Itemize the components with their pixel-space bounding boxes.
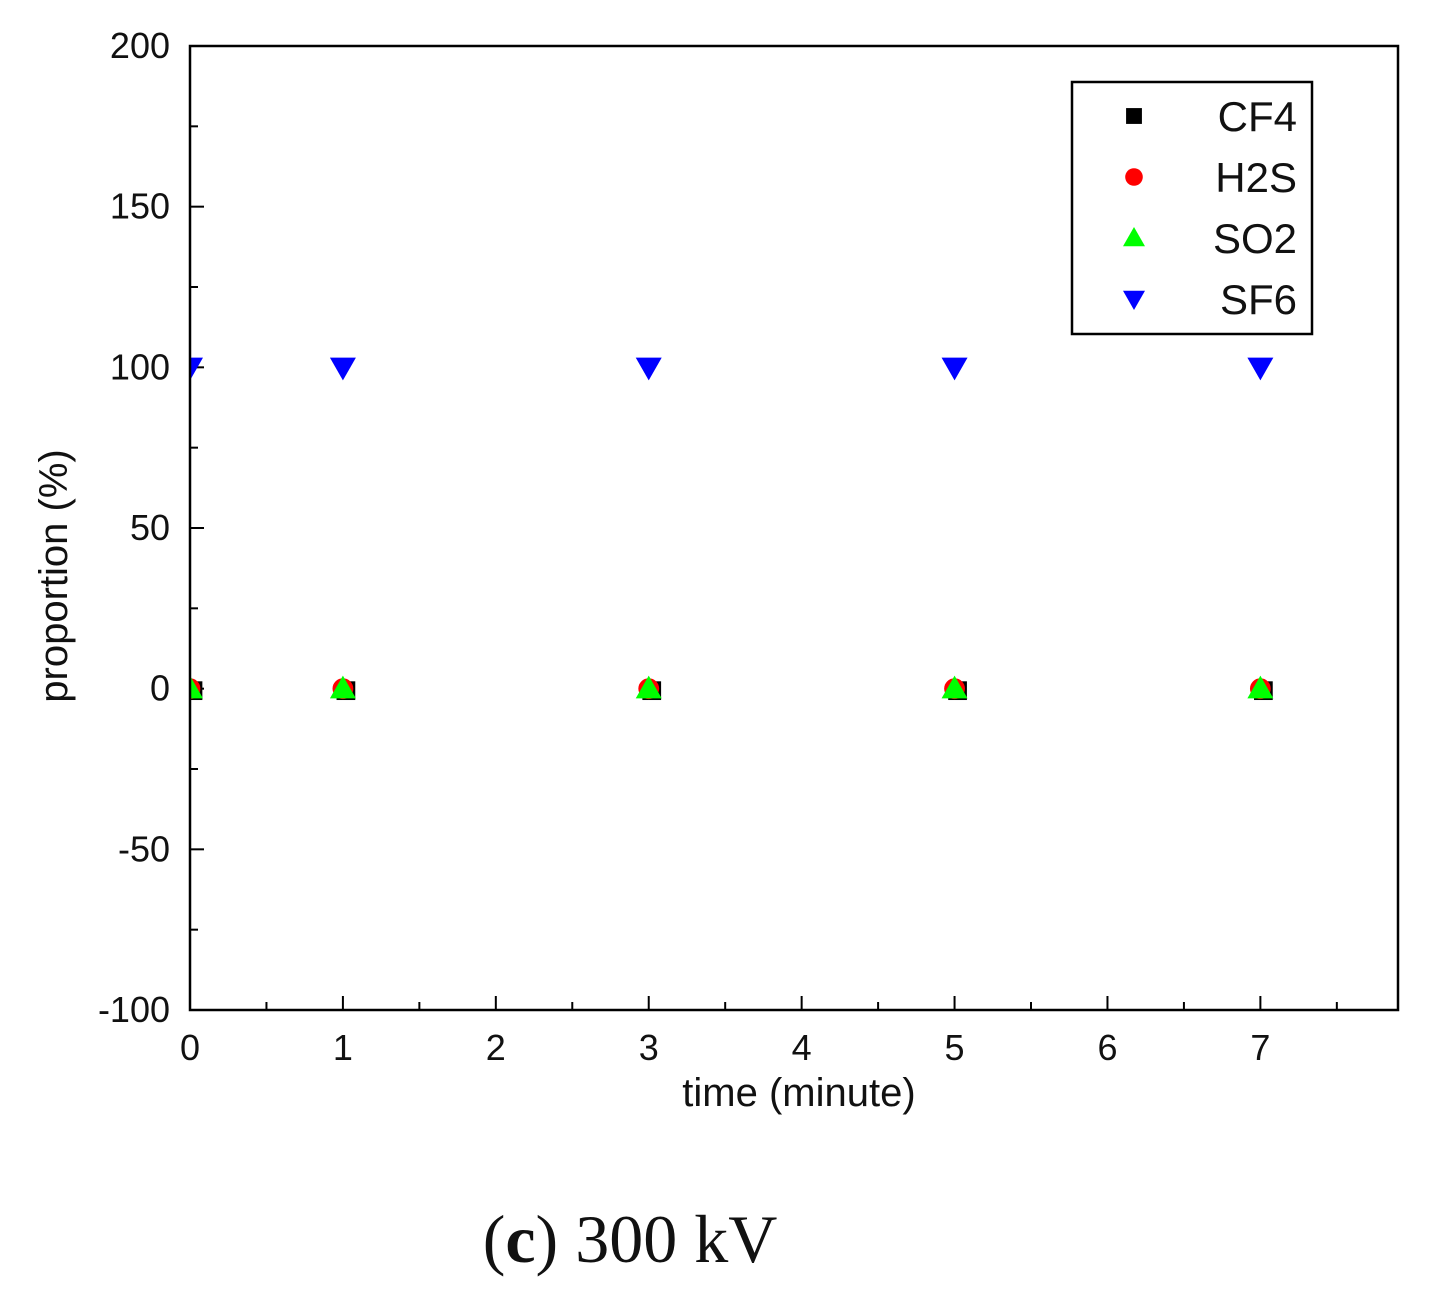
y-tick-label: 200 — [110, 25, 170, 66]
x-tick-label: 6 — [1097, 1027, 1117, 1068]
point-sf6 — [190, 357, 203, 381]
plot-frame — [188, 44, 1400, 1012]
x-tick-label: 4 — [792, 1027, 812, 1068]
legend-marker-h2s — [1125, 168, 1143, 186]
legend-label-cf4: CF4 — [1218, 93, 1297, 140]
y-tick-label: 100 — [110, 346, 170, 387]
legend-box — [1070, 80, 1314, 336]
legend-marker-so2 — [1123, 227, 1145, 247]
point-so2 — [635, 675, 662, 699]
x-tick-label: 3 — [639, 1027, 659, 1068]
figure-caption: (c) 300 kV — [0, 1200, 1260, 1279]
point-sf6 — [329, 357, 356, 381]
point-sf6 — [941, 357, 968, 381]
legend-label-sf6: SF6 — [1220, 276, 1297, 323]
y-axis-label: proportion (%) — [32, 449, 76, 702]
y-tick-label: 150 — [110, 186, 170, 227]
x-tick-label: 1 — [333, 1027, 353, 1068]
y-tick-label: -100 — [98, 989, 170, 1030]
point-sf6 — [635, 357, 662, 381]
point-so2 — [190, 675, 203, 699]
legend-label-so2: SO2 — [1213, 215, 1297, 262]
legend-marker-cf4 — [1126, 108, 1142, 124]
caption-text: 300 kV — [575, 1201, 778, 1277]
x-tick-label: 2 — [486, 1027, 506, 1068]
y-tick-label: -50 — [118, 828, 170, 869]
caption-open-paren: ( — [482, 1201, 506, 1277]
legend-marker-sf6 — [1123, 290, 1145, 310]
legend-label-h2s: H2S — [1215, 154, 1297, 201]
legend: CF4 H2S SO2 SF6 — [1070, 80, 1314, 336]
x-tick-label: 7 — [1250, 1027, 1270, 1068]
point-so2 — [941, 675, 968, 699]
caption-letter: c — [505, 1201, 536, 1277]
point-so2 — [329, 675, 356, 699]
point-sf6 — [1247, 357, 1274, 381]
x-tick-label: 0 — [180, 1027, 200, 1068]
caption-close-paren: ) — [535, 1201, 559, 1277]
x-tick-label: 5 — [945, 1027, 965, 1068]
y-tick-label: 0 — [150, 668, 170, 709]
x-axis-label: time (minute) — [682, 1071, 915, 1115]
point-so2 — [1247, 675, 1274, 699]
y-tick-label: 50 — [130, 507, 170, 548]
